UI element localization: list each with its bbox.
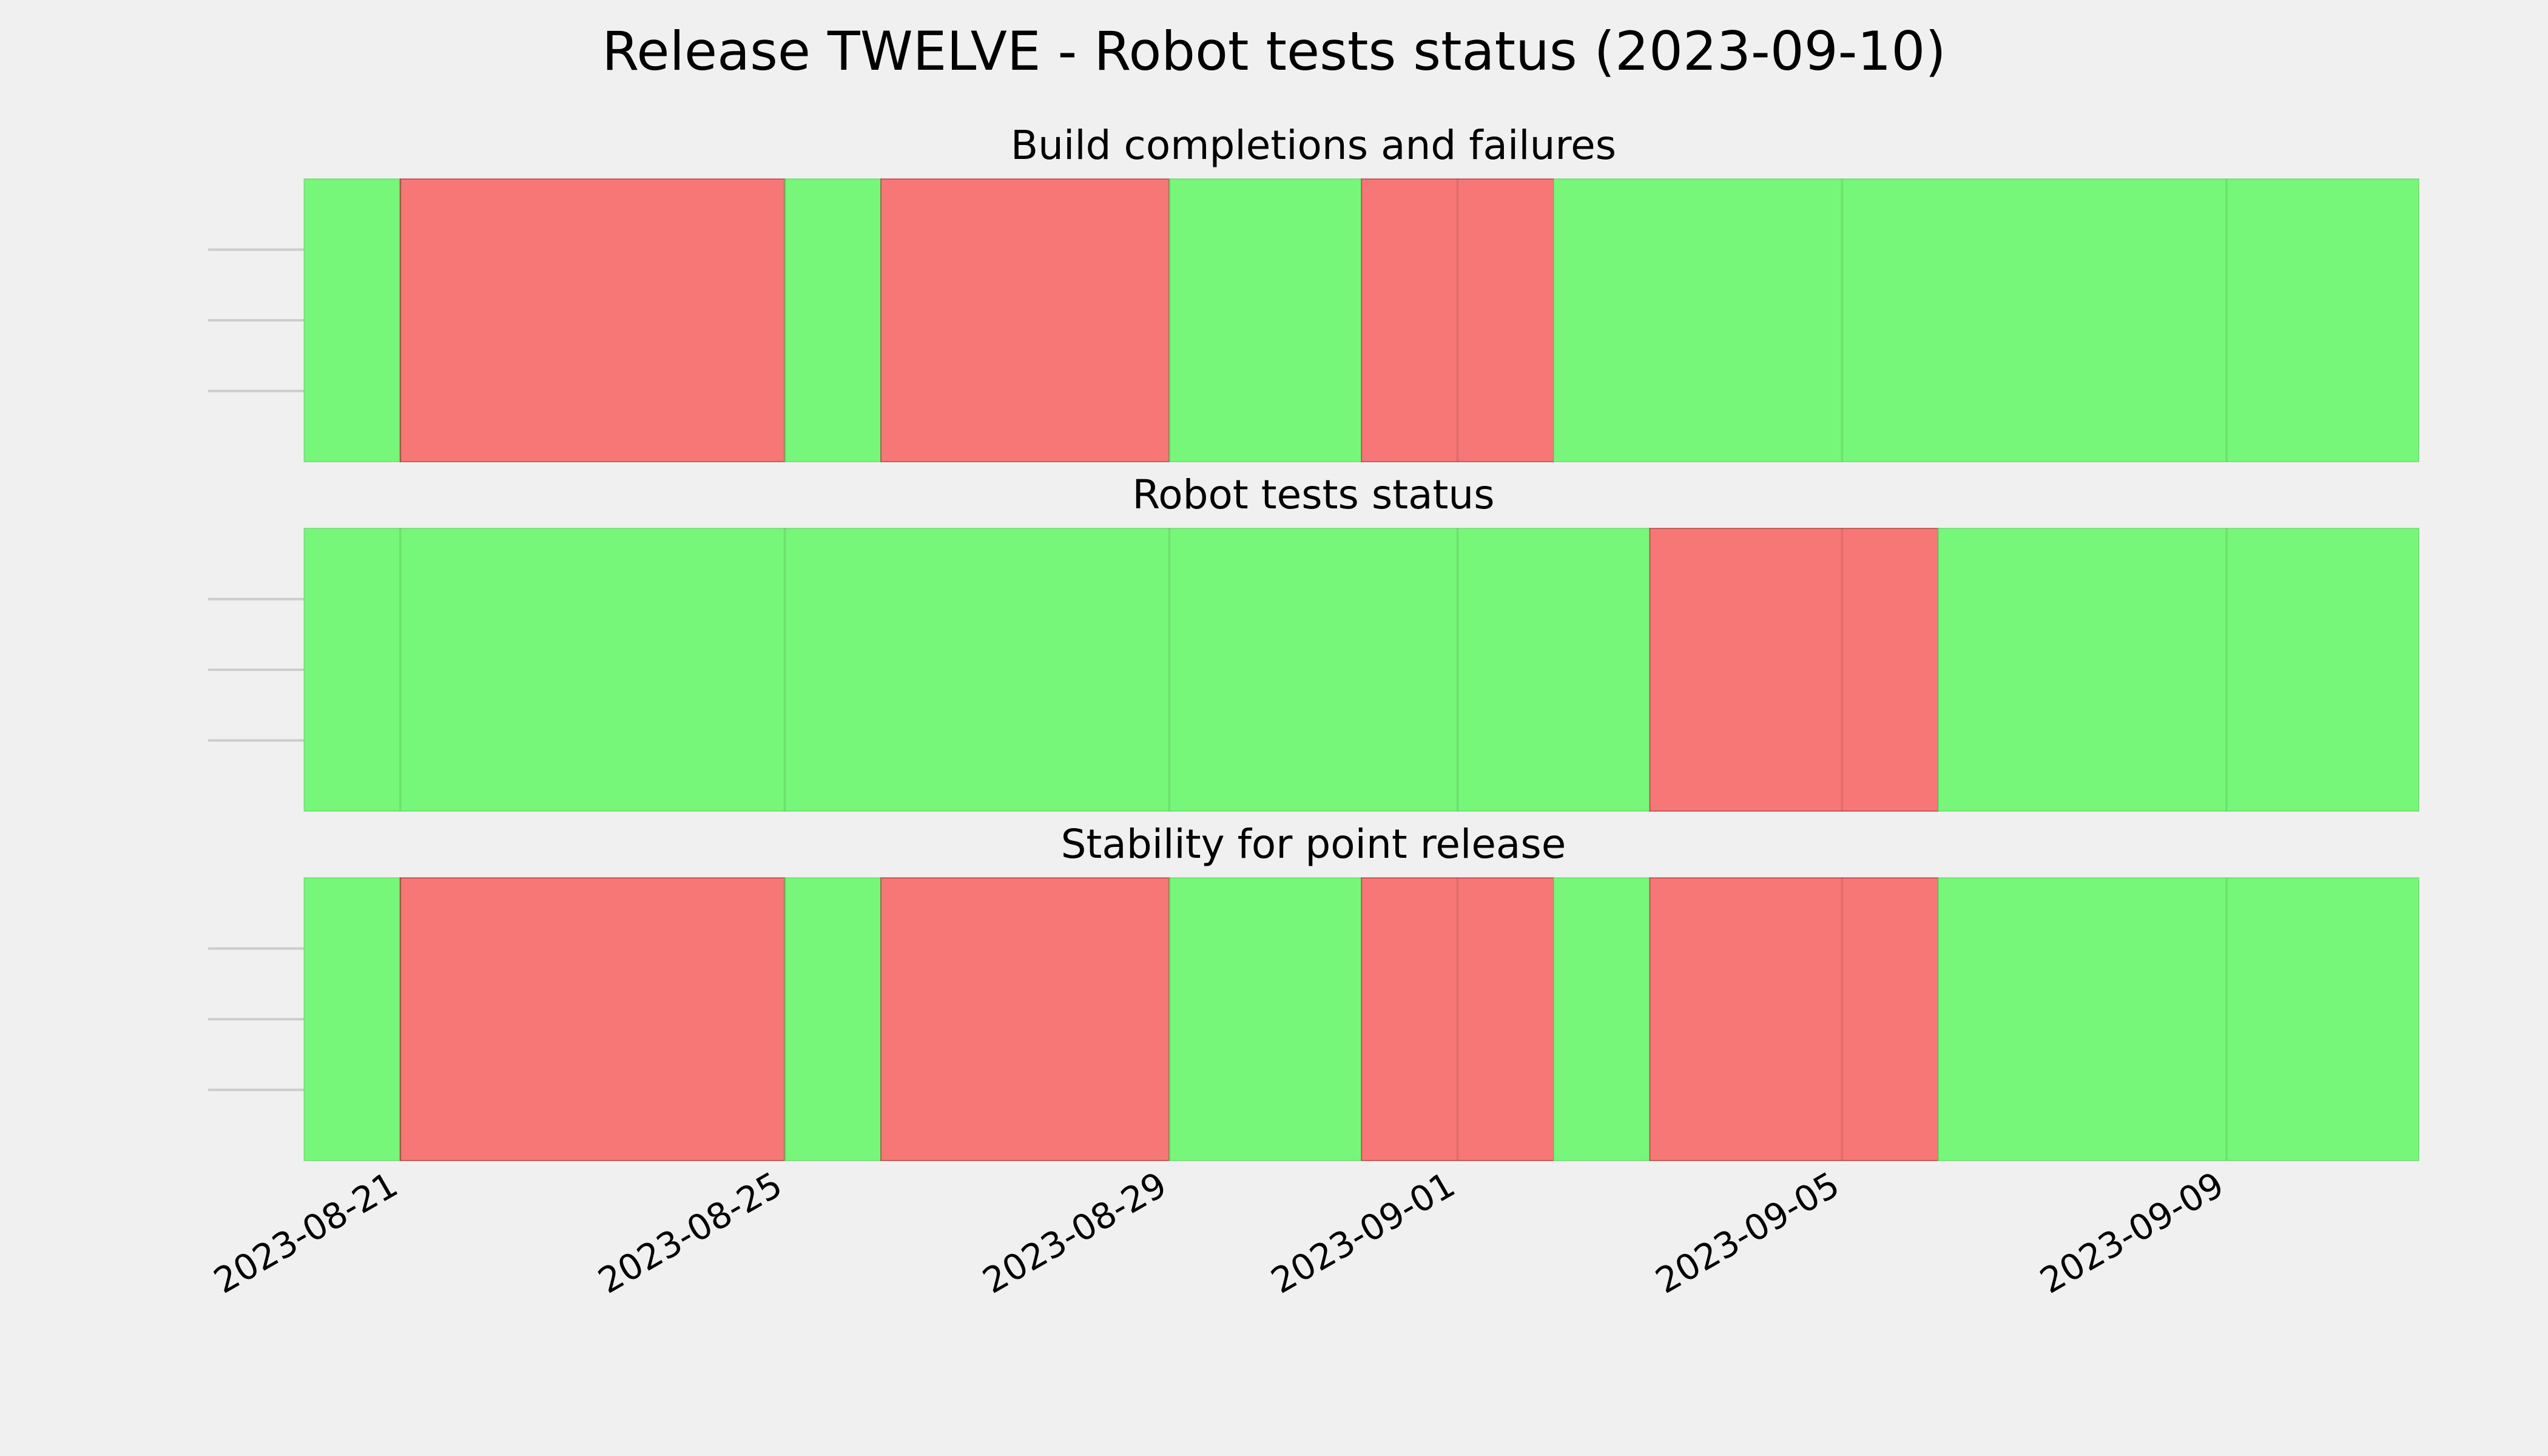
status-bar-fail (880, 877, 1170, 1161)
panels-group: Build completions and failures Robot test… (208, 122, 2420, 1161)
status-bar-pass (1168, 877, 1363, 1161)
status-bar-pass (1168, 178, 1363, 462)
status-bar-pass (1937, 877, 2420, 1161)
status-bar-pass (1553, 877, 1651, 1161)
panel-title: Robot tests status (1132, 471, 1494, 518)
panel-2: Robot tests status (208, 471, 2420, 812)
status-bar-fail (1361, 178, 1555, 462)
status-bar-fail (1649, 528, 1939, 812)
status-bar-fail (399, 877, 786, 1161)
status-bar-pass (1553, 178, 2419, 462)
status-bar-pass (1937, 528, 2420, 812)
status-bar-pass (303, 528, 1651, 812)
status-bar-fail (1649, 877, 1939, 1161)
status-bar-pass (303, 178, 401, 462)
status-bar-fail (880, 178, 1170, 462)
status-bar-fail (399, 178, 786, 462)
status-bar-pass (303, 877, 401, 1161)
chart-title: Release TWELVE - Robot tests status (202… (602, 20, 1946, 83)
panel-title: Build completions and failures (1011, 122, 1616, 169)
status-bar-pass (784, 178, 882, 462)
status-bar-pass (784, 877, 882, 1161)
panel-1: Build completions and failures (208, 122, 2419, 462)
panel-3: Stability for point release (208, 821, 2420, 1161)
panel-title: Stability for point release (1061, 821, 1566, 868)
status-bar-fail (1361, 877, 1555, 1161)
